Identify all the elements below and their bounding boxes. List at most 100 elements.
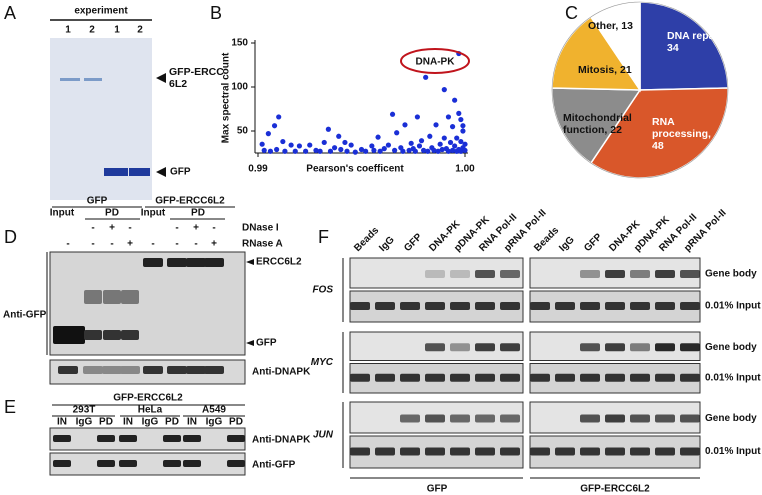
antibody-label: Anti-GFP xyxy=(3,310,47,321)
band xyxy=(167,258,187,267)
band xyxy=(60,78,80,81)
antibody-label: Anti-GFP xyxy=(252,460,296,471)
band xyxy=(580,302,600,310)
lane-label: GFP xyxy=(582,231,605,254)
panel-letter: A xyxy=(4,3,16,23)
point xyxy=(458,138,464,145)
point xyxy=(414,114,420,120)
point xyxy=(462,141,468,147)
band xyxy=(680,414,700,423)
band xyxy=(425,343,445,352)
sign: - xyxy=(175,223,178,234)
sign: - xyxy=(128,223,131,234)
band xyxy=(58,366,78,374)
point xyxy=(358,146,365,153)
band xyxy=(53,460,71,467)
sign: + xyxy=(109,223,115,234)
point xyxy=(460,123,466,129)
band xyxy=(400,373,420,382)
band xyxy=(630,414,650,423)
gel-header: experiment xyxy=(74,6,128,17)
band xyxy=(450,343,470,352)
slice-label: DNA repair, 34 xyxy=(667,30,724,54)
band xyxy=(500,414,520,423)
point xyxy=(447,139,454,146)
point xyxy=(449,124,456,130)
band xyxy=(530,302,550,310)
slice-label: Other, 13 xyxy=(588,20,633,32)
point xyxy=(288,142,294,148)
point xyxy=(282,148,288,154)
point xyxy=(412,148,418,154)
point xyxy=(402,122,408,128)
band xyxy=(580,270,600,278)
point xyxy=(439,146,445,153)
band xyxy=(84,290,102,304)
point xyxy=(352,149,358,155)
lane-label: IgG xyxy=(377,234,397,254)
band xyxy=(580,343,600,352)
blot xyxy=(49,427,246,451)
point xyxy=(381,146,387,152)
point xyxy=(265,131,271,137)
panel-letter: E xyxy=(4,397,16,417)
lane-label: IN xyxy=(123,417,133,428)
group-label: GFP xyxy=(87,196,108,207)
band xyxy=(120,366,140,374)
treatment-label: DNase I xyxy=(242,223,279,234)
row-label: 0.01% Input xyxy=(705,301,761,312)
band xyxy=(555,373,575,382)
arrow-label: ERCC6L2 xyxy=(256,257,302,268)
arrow xyxy=(246,259,254,265)
lane-label: Beads xyxy=(532,225,561,254)
point xyxy=(454,135,460,141)
cell-label: 293T xyxy=(73,405,96,416)
point xyxy=(377,148,383,154)
sign: - xyxy=(110,239,113,250)
point xyxy=(259,141,265,147)
point xyxy=(400,148,406,154)
band xyxy=(605,414,625,423)
point xyxy=(336,133,342,139)
band xyxy=(350,302,370,310)
lane-label: IgG xyxy=(557,234,577,254)
band xyxy=(163,460,181,467)
cell-label: HeLa xyxy=(138,405,163,416)
blot xyxy=(349,257,524,289)
y-tick-label: 100 xyxy=(231,82,248,93)
band xyxy=(84,330,102,340)
band xyxy=(605,447,625,456)
sign: + xyxy=(193,223,199,234)
point xyxy=(452,143,458,149)
band xyxy=(630,343,650,352)
point xyxy=(344,148,350,154)
sign: + xyxy=(211,239,217,250)
point xyxy=(392,147,398,153)
marker-label: GFP-ERCC6L2 xyxy=(169,66,224,90)
band xyxy=(103,330,121,340)
point xyxy=(416,143,423,149)
marker-label: GFP xyxy=(170,167,191,178)
band xyxy=(475,373,495,382)
band xyxy=(500,343,520,352)
band xyxy=(119,460,137,467)
lane-label: 1 xyxy=(65,25,71,36)
lane-label: 2 xyxy=(137,25,143,36)
lane-label: 2 xyxy=(89,25,95,36)
panel-letter: B xyxy=(210,3,222,23)
condition-label: GFP-ERCC6L2 xyxy=(580,484,650,495)
annotation: DNA-PK xyxy=(416,57,456,68)
lane-label: PD xyxy=(105,208,119,219)
point xyxy=(327,148,334,154)
band xyxy=(630,447,650,456)
sign: - xyxy=(151,239,154,250)
lane-label: IgG xyxy=(76,417,93,428)
band xyxy=(680,447,700,456)
band xyxy=(163,435,181,442)
point xyxy=(456,110,462,116)
lane-label: PD xyxy=(229,417,243,428)
band xyxy=(475,343,495,352)
point xyxy=(394,130,400,136)
